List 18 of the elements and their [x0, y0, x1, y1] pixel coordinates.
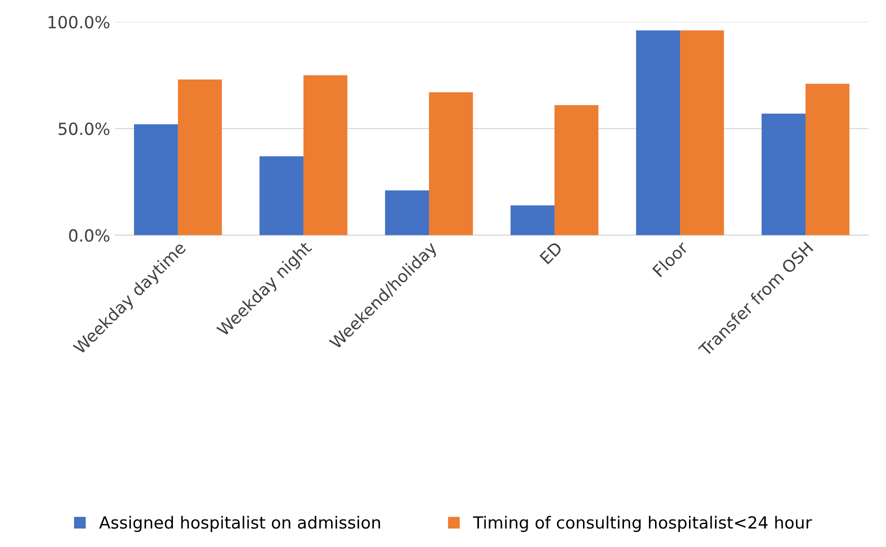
bar — [260, 156, 304, 236]
y-tick-label: 0.0% — [69, 229, 110, 242]
y-tick-label: 100.0% — [48, 16, 110, 28]
bar — [385, 190, 429, 236]
legend-label: Timing of consulting hospitalist<24 hour — [473, 516, 812, 532]
bar — [762, 114, 806, 236]
bar — [428, 92, 473, 236]
bar — [303, 75, 348, 236]
y-tick-label: 50.0% — [58, 122, 110, 136]
bar — [636, 30, 680, 236]
x-tick-label: ED — [539, 241, 563, 264]
bar — [178, 79, 222, 236]
legend-label: Assigned hospitalist on admission — [99, 516, 380, 532]
bar — [680, 30, 724, 236]
bar — [510, 205, 554, 236]
bar — [806, 84, 850, 236]
bar — [134, 124, 178, 236]
bar — [554, 105, 598, 236]
